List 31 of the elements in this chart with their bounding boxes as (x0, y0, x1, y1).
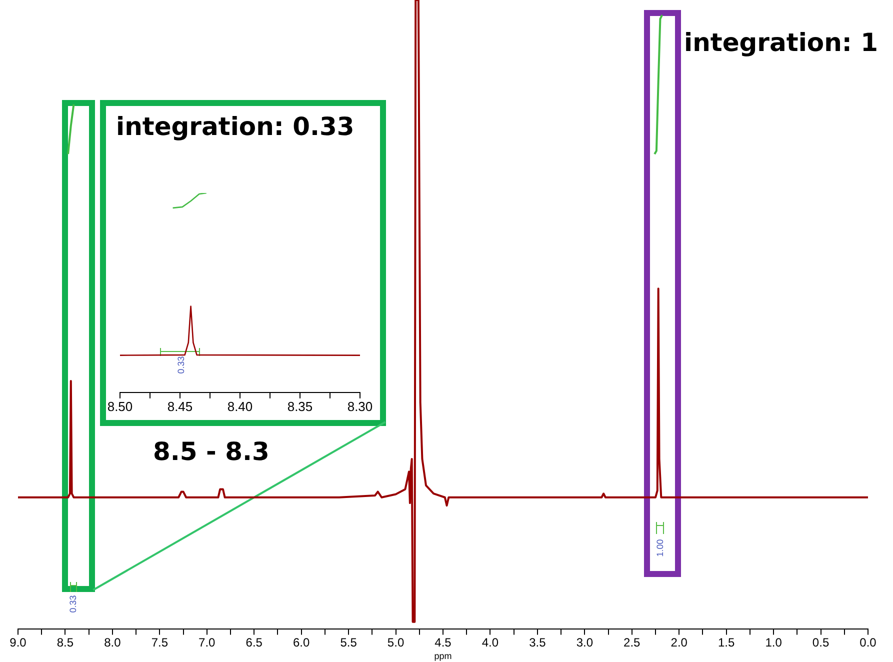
x-tick-label: 1.5 (718, 635, 735, 650)
annotation: 0.33 (176, 355, 186, 375)
x-tick-label: 2.5 (624, 635, 641, 650)
annotation: 0.33 (68, 594, 78, 614)
x-tick-label: 5.0 (387, 635, 404, 650)
x-tick-label: 0.5 (812, 635, 830, 650)
x-axis-title: ppm (434, 651, 452, 662)
x-tick-label: 4.5 (434, 635, 452, 650)
x-tick-label: 8.30 (347, 398, 373, 414)
x-tick-label: 8.50 (107, 398, 133, 414)
x-tick-label: 7.0 (198, 635, 216, 650)
annotation: 8.5 - 8.3 (153, 437, 270, 466)
x-tick-label: 8.5 (56, 635, 74, 650)
x-tick-label: 8.45 (167, 398, 193, 414)
annotation: 1.00 (655, 538, 665, 558)
x-tick-label: 8.0 (104, 635, 122, 650)
x-tick-label: 8.40 (227, 398, 253, 414)
x-tick-label: 2.0 (670, 635, 688, 650)
x-tick-label: 6.0 (292, 635, 310, 650)
x-tick-label: 8.35 (287, 398, 313, 414)
annotation: integration: 0.33 (116, 112, 354, 141)
x-tick-label: 5.5 (340, 635, 358, 650)
x-tick-label: 1.0 (765, 635, 782, 650)
x-tick-label: 9.0 (10, 635, 27, 650)
x-tick-label: 3.0 (576, 635, 594, 650)
x-tick-label: 3.5 (529, 635, 546, 650)
x-tick-label: 0.0 (860, 635, 877, 650)
x-tick-label: 4.0 (482, 635, 499, 650)
x-tick-label: 6.5 (246, 635, 263, 650)
x-tick-label: 7.5 (151, 635, 168, 650)
annotation: integration: 1 (684, 28, 878, 57)
